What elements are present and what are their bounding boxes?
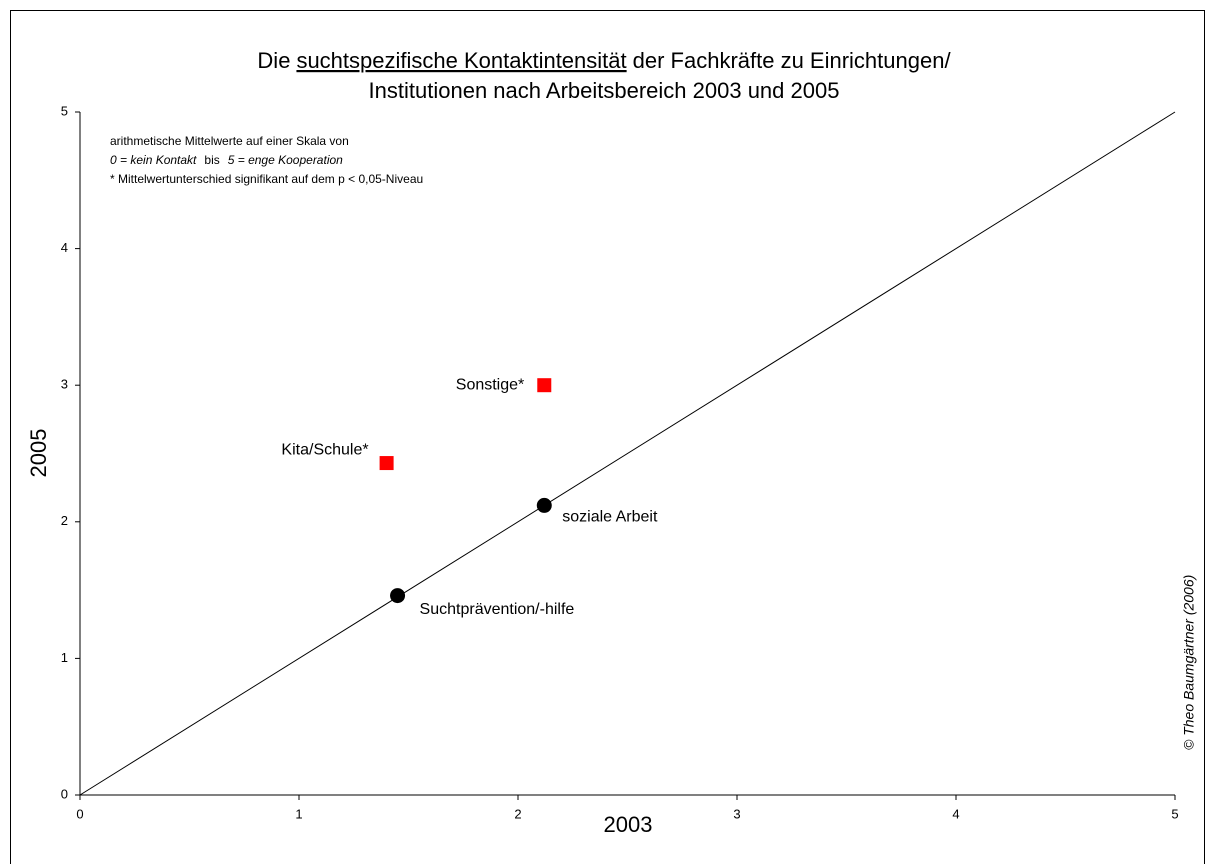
x-axis-label: 2003	[604, 812, 653, 837]
y-axis-label: 2005	[26, 429, 51, 478]
point	[537, 378, 552, 393]
note-part: 5 = enge Kooperation	[228, 153, 343, 167]
x-tick-label: 4	[952, 806, 959, 821]
note: * Mittelwertunterschied signifikant auf …	[110, 172, 423, 186]
y-tick-label: 2	[61, 513, 68, 528]
y-tick-label: 5	[61, 103, 68, 118]
chart-title: Die suchtspezifische Kontaktintensität der…	[257, 48, 951, 73]
note-part: 0 = kein Kontakt	[110, 153, 197, 167]
x-tick-label: 1	[295, 806, 302, 821]
chart-border	[10, 10, 1205, 864]
y-tick-label: 4	[61, 240, 68, 255]
x-tick-label: 5	[1171, 806, 1178, 821]
title-part: suchtspezifische Kontaktintensität	[296, 48, 626, 73]
title-part: der Fachkräfte zu Einrichtungen/	[633, 48, 952, 73]
note-part: bis	[204, 153, 219, 167]
point-label: Kita/Schule*	[281, 441, 368, 458]
point	[379, 456, 394, 471]
diagonal-line	[79, 111, 1176, 796]
title-part: Die	[257, 48, 290, 73]
point	[390, 588, 406, 604]
point	[536, 497, 552, 513]
chart-title: Institutionen nach Arbeitsbereich 2003 u…	[369, 78, 840, 103]
note: 0 = kein Kontakt bis 5 = enge Kooperation	[110, 153, 343, 167]
point-label: soziale Arbeit	[562, 509, 658, 526]
x-tick-label: 0	[76, 806, 83, 821]
note: arithmetische Mittelwerte auf einer Skal…	[110, 134, 349, 148]
point-label: Sonstige*	[456, 376, 525, 393]
y-tick-label: 1	[61, 650, 68, 665]
x-tick-label: 3	[733, 806, 740, 821]
x-tick-label: 2	[514, 806, 521, 821]
y-tick-label: 3	[61, 377, 68, 392]
y-tick-label: 0	[61, 786, 68, 801]
point-label: Suchtprävention/-hilfe	[420, 601, 575, 618]
copyright: © Theo Baumgärtner (2006)	[1181, 575, 1197, 750]
